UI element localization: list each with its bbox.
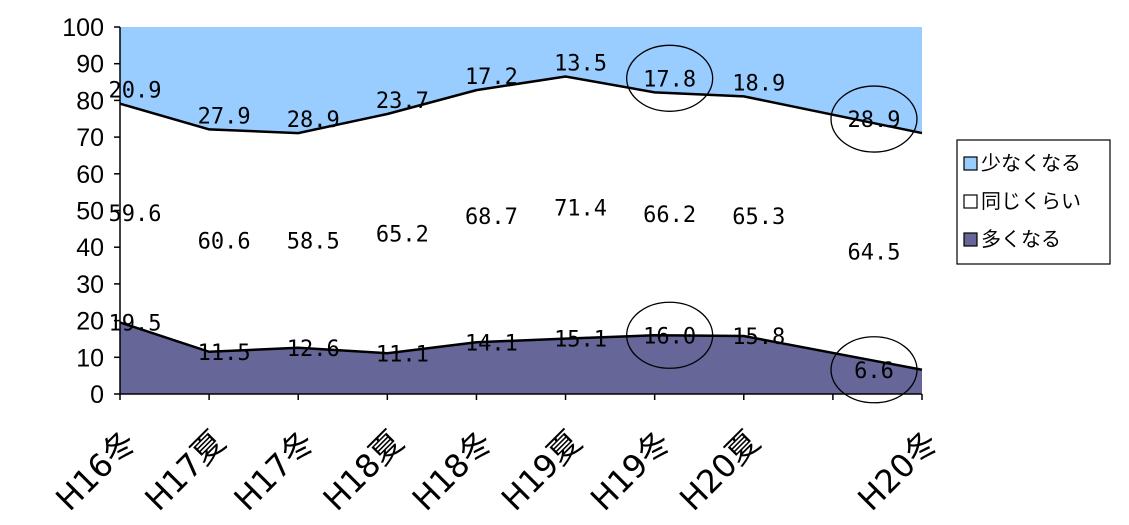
legend-label: 多くなる [981,227,1061,251]
highlight-circles [626,44,918,404]
area-同じくらい [120,76,922,370]
data-label: 11.5 [198,341,251,366]
legend-label: 同じくらい [981,189,1081,213]
y-tick-label: 50 [76,198,104,226]
highlight-circle [626,301,714,369]
data-label: 15.1 [554,328,607,353]
x-tick-label: H16冬 [48,423,143,518]
x-tick-label: H18夏 [316,423,411,518]
data-label: 6.6 [854,359,894,384]
legend-swatch [963,232,978,247]
area-layers [119,27,923,394]
data-label: 13.5 [554,52,607,77]
data-label: 65.3 [732,205,785,230]
y-tick-label: 80 [76,87,104,115]
data-label: 68.7 [465,205,518,230]
legend-swatch [963,156,978,171]
highlight-circle [830,85,918,153]
data-label: 66.2 [643,203,696,228]
y-axis-ticks: 0 10 20 30 40 50 60 70 80 90 100 [62,14,104,409]
x-tick-label: H20夏 [672,423,767,518]
x-tick-label: H19夏 [494,423,589,518]
x-tick-label: H18冬 [405,423,500,518]
data-label: 64.5 [848,240,901,265]
y-tick-label: 20 [76,308,104,336]
x-tick-label: H17夏 [137,423,232,518]
y-tick-label: 70 [76,124,104,152]
y-tick-label: 100 [62,14,104,42]
x-tick-label: H20冬 [850,423,945,518]
data-label: 58.5 [287,229,340,254]
area-多くなる [120,322,922,394]
data-label: 16.0 [643,324,696,349]
data-label: 23.7 [376,89,429,114]
boundary-line-同じくらい [119,75,923,135]
x-tick-label: H17冬 [227,423,322,518]
data-label: 15.8 [732,325,785,350]
y-tick-label: 10 [76,344,104,372]
data-label: 18.9 [732,71,785,96]
highlight-circle [830,336,918,404]
legend-label: 少なくなる [981,151,1081,175]
data-label: 12.6 [287,337,340,362]
legend-swatch [963,194,978,209]
data-labels: 19.5 11.5 12.6 11.1 14.1 15.1 16.0 15.8 6.6 59.6 6… [109,52,901,384]
area-少なくなる [120,27,922,134]
data-label: 11.1 [376,342,429,367]
y-tick-label: 40 [76,234,104,262]
axes [114,26,923,400]
data-label: 60.6 [198,230,251,255]
data-label: 59.6 [109,202,162,227]
data-label: 28.9 [848,108,901,133]
y-tick-label: 0 [90,381,104,409]
data-label: 19.5 [109,311,162,336]
data-label: 28.9 [287,108,340,133]
data-label: 20.9 [109,79,162,104]
y-tick-label: 30 [76,271,104,299]
legend-box [956,139,1111,265]
data-label: 17.8 [643,67,696,92]
y-tick-label: 60 [76,161,104,189]
data-label: 27.9 [198,104,251,129]
x-tick-label: H19冬 [583,423,678,518]
data-label: 17.2 [465,65,518,90]
y-tick-label: 90 [76,51,104,79]
data-label: 65.2 [376,223,429,248]
data-label: 14.1 [465,331,518,356]
highlight-circle [626,44,714,112]
data-label: 71.4 [554,197,607,222]
boundary-line-多くなる [119,321,923,372]
